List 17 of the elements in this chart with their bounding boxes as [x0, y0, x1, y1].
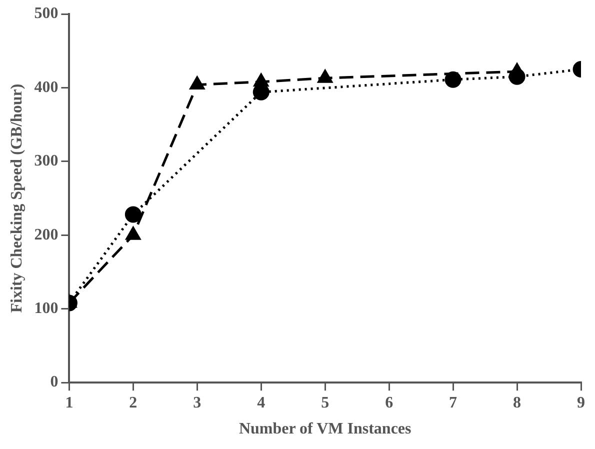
x-tick-label: 1 [65, 394, 74, 412]
x-tick-label: 9 [577, 394, 585, 412]
x-tick-label: 8 [513, 394, 522, 412]
y-tick-label: 100 [34, 300, 58, 318]
y-tick-label: 400 [34, 78, 58, 96]
y-tick-label: 300 [34, 152, 58, 170]
y-tick-label: 0 [50, 374, 58, 391]
x-tick-label: 2 [129, 394, 138, 412]
x-tick-label: 4 [257, 394, 266, 412]
x-tick-label: 5 [321, 394, 330, 412]
x-tick-label: 3 [193, 394, 202, 412]
x-tick-label: 7 [449, 394, 458, 412]
x-tick-label: 6 [385, 394, 394, 412]
y-tick-label: 200 [34, 226, 58, 244]
x-axis-title: Number of VM Instances [238, 420, 412, 438]
y-axis-title: Fixity Checking Speed (GB/hour) [8, 84, 26, 313]
y-tick-label: 500 [34, 5, 58, 22]
